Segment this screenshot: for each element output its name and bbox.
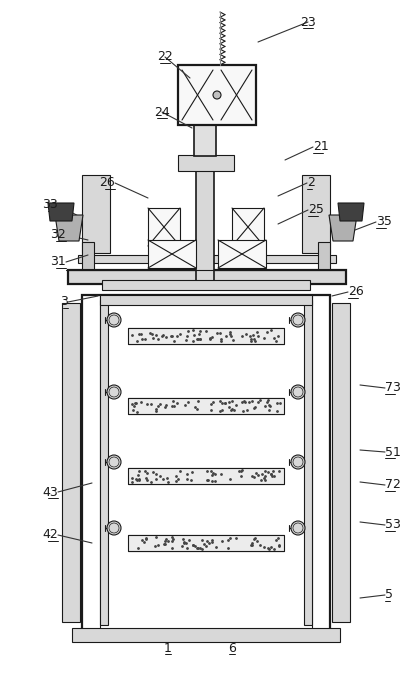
Bar: [331, 303, 349, 622]
Polygon shape: [337, 203, 363, 221]
Text: 73: 73: [384, 381, 400, 394]
Bar: [218, 240, 265, 268]
Polygon shape: [48, 203, 74, 221]
Bar: [178, 65, 255, 125]
Text: 72: 72: [384, 479, 400, 491]
Bar: [148, 240, 196, 268]
Text: 31: 31: [50, 256, 66, 269]
Text: 2: 2: [306, 176, 314, 190]
Text: 3: 3: [60, 296, 68, 308]
Bar: [82, 242, 94, 269]
Bar: [193, 120, 216, 156]
Bar: [128, 535, 283, 551]
Bar: [102, 280, 309, 290]
Bar: [128, 468, 283, 484]
Text: 26: 26: [99, 176, 115, 190]
Text: 24: 24: [154, 105, 169, 119]
Bar: [100, 295, 311, 305]
Bar: [148, 208, 180, 246]
Bar: [128, 328, 283, 344]
Circle shape: [290, 313, 304, 327]
Text: 6: 6: [227, 641, 235, 655]
Bar: [303, 300, 311, 625]
Bar: [196, 155, 213, 290]
Text: 43: 43: [42, 485, 58, 499]
Polygon shape: [55, 215, 83, 241]
Text: 25: 25: [307, 203, 323, 217]
Circle shape: [290, 385, 304, 399]
Text: 33: 33: [42, 198, 58, 211]
Circle shape: [290, 521, 304, 535]
Text: 53: 53: [384, 518, 400, 531]
Bar: [317, 242, 329, 269]
Bar: [62, 303, 80, 622]
Bar: [68, 270, 345, 284]
Circle shape: [213, 91, 220, 99]
Text: 35: 35: [375, 215, 391, 229]
Bar: [231, 208, 263, 246]
Text: 21: 21: [312, 140, 328, 153]
Circle shape: [290, 455, 304, 469]
Polygon shape: [328, 215, 356, 241]
Text: 23: 23: [299, 16, 315, 28]
Text: 32: 32: [50, 229, 66, 242]
Text: 5: 5: [384, 589, 392, 601]
Text: 1: 1: [164, 641, 171, 655]
Circle shape: [107, 385, 121, 399]
Circle shape: [107, 313, 121, 327]
Circle shape: [107, 521, 121, 535]
Bar: [178, 155, 234, 171]
Bar: [100, 300, 108, 625]
Bar: [128, 398, 283, 414]
Circle shape: [107, 455, 121, 469]
Text: 42: 42: [42, 529, 58, 541]
Text: 51: 51: [384, 446, 400, 458]
Bar: [82, 175, 110, 253]
Bar: [301, 175, 329, 253]
Text: 26: 26: [347, 286, 363, 298]
Bar: [72, 628, 339, 642]
Text: 22: 22: [157, 51, 173, 63]
Bar: [82, 295, 329, 630]
Bar: [78, 255, 335, 263]
Bar: [100, 295, 311, 630]
